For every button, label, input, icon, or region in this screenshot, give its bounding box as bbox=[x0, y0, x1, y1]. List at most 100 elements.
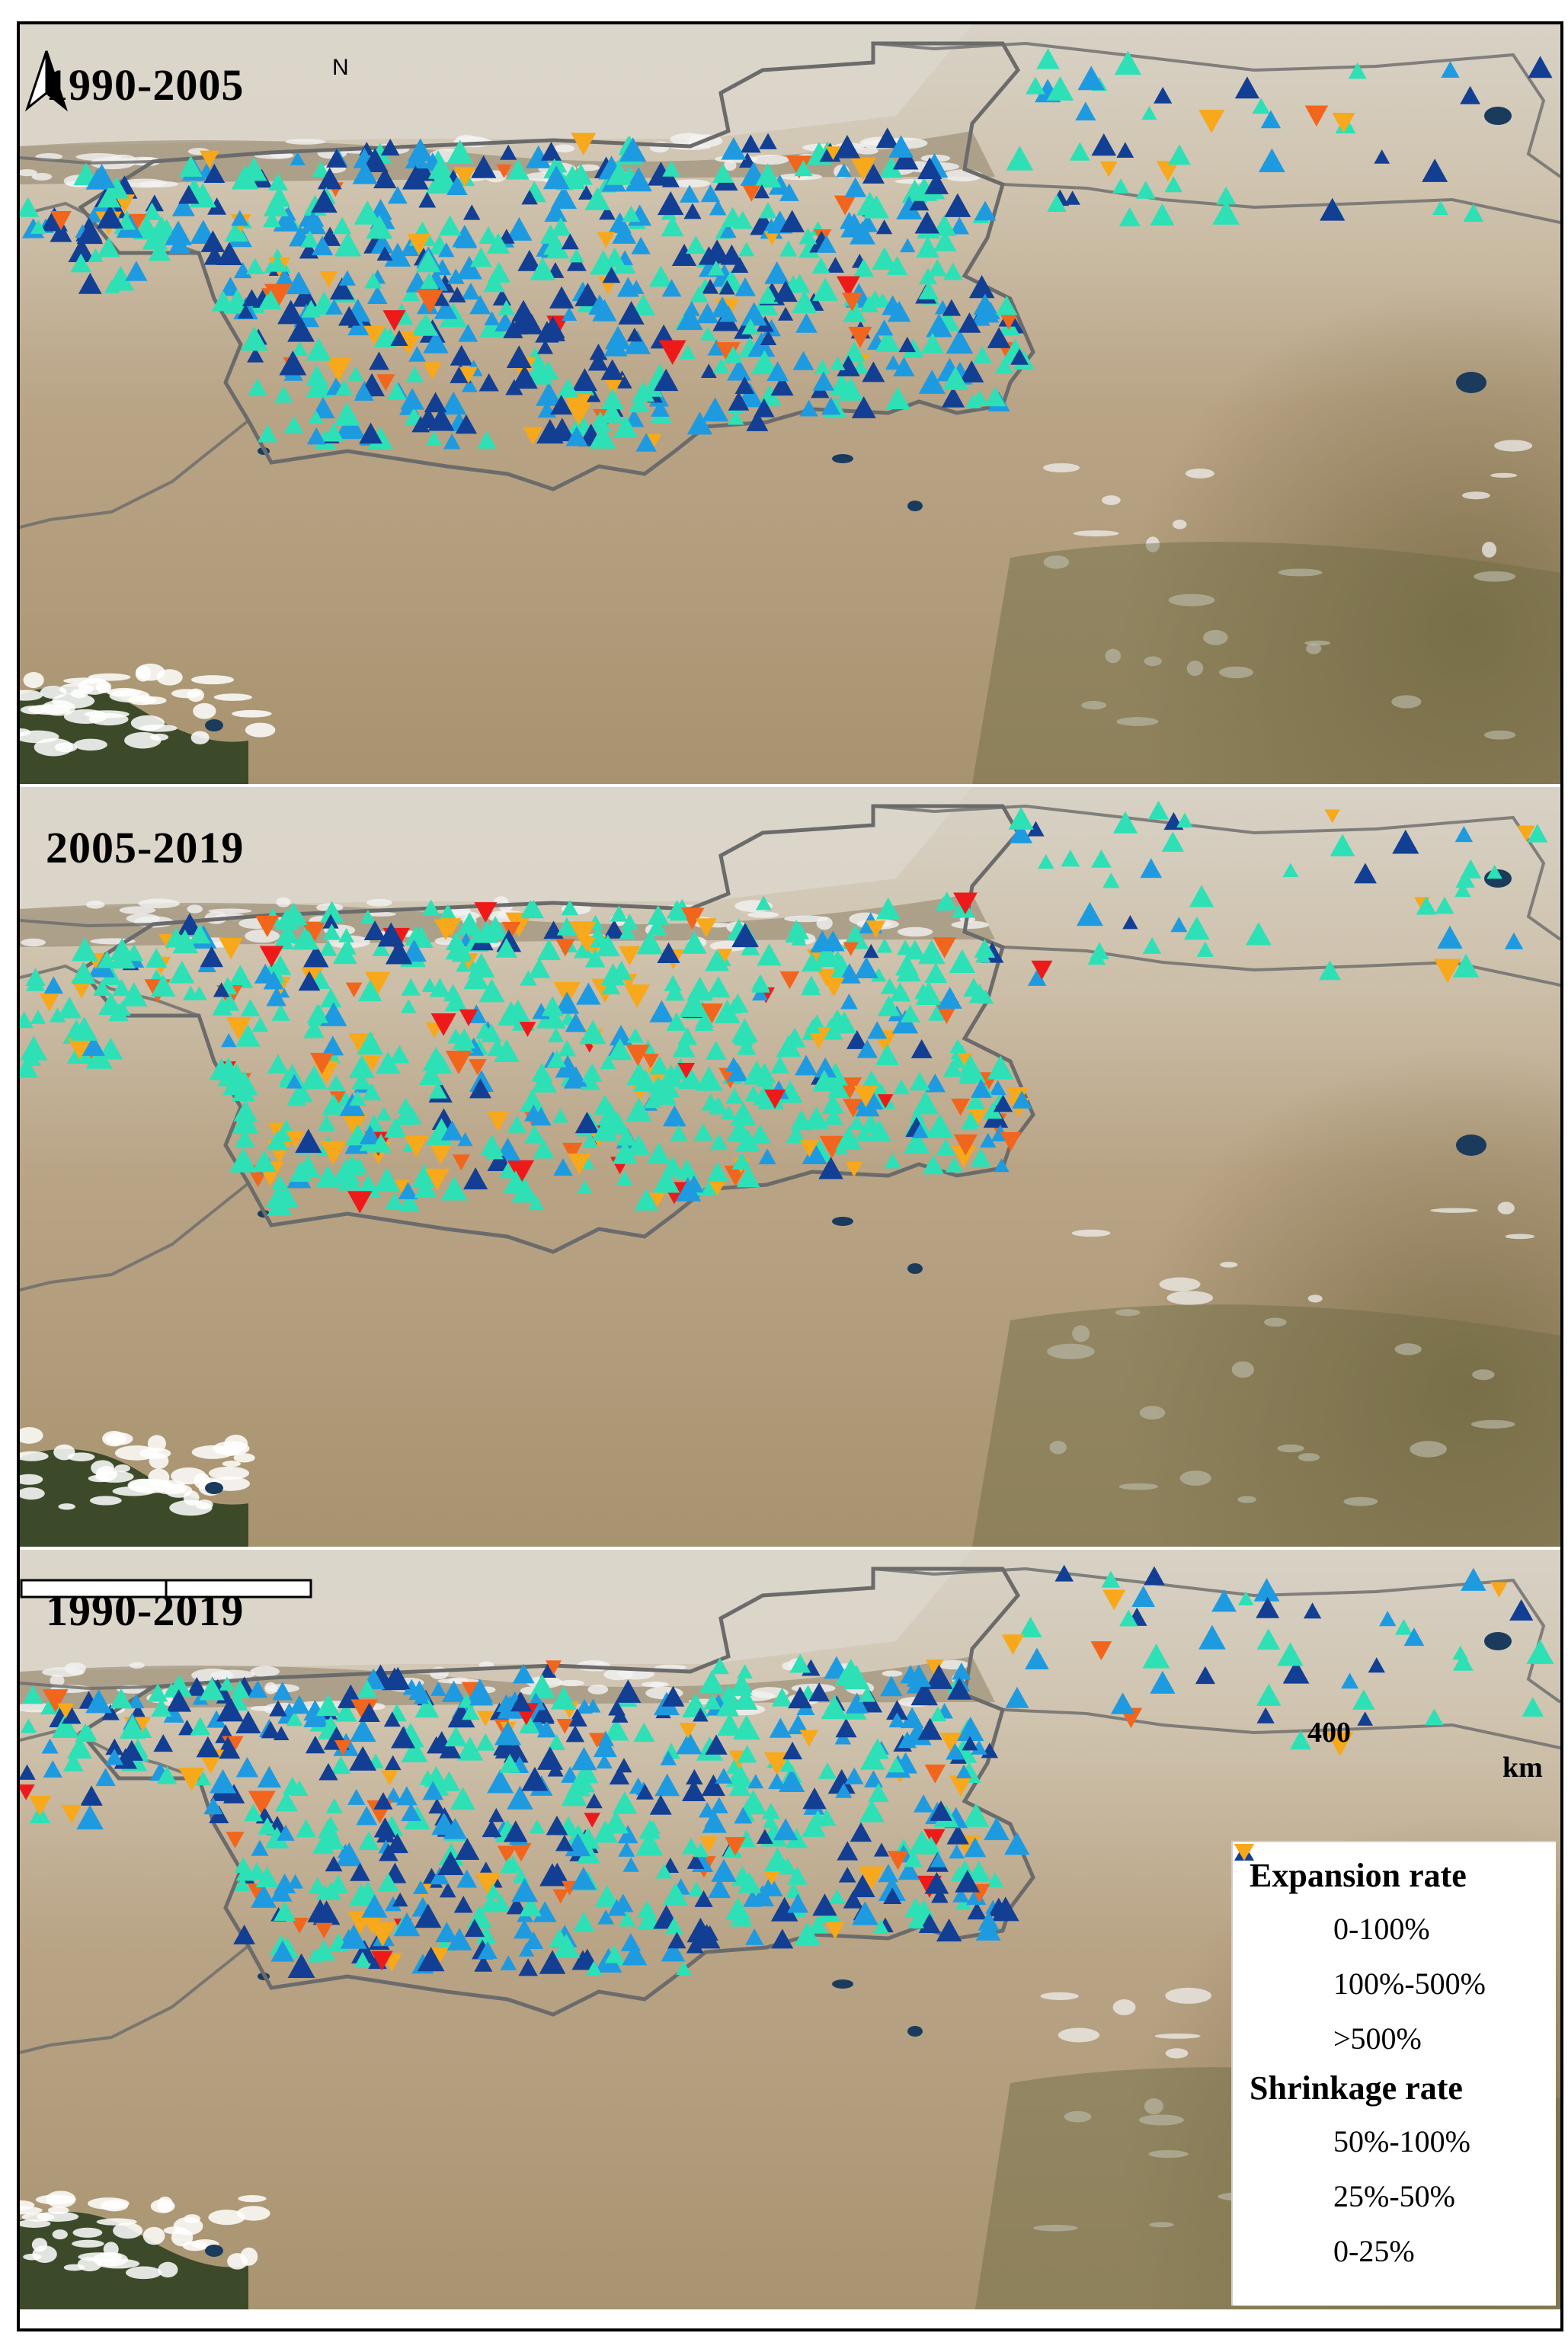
expansion-marker bbox=[837, 355, 860, 376]
expansion-marker bbox=[926, 1113, 954, 1138]
expansion-marker bbox=[754, 163, 782, 188]
expansion-marker bbox=[1526, 1639, 1554, 1664]
expansion-marker bbox=[571, 1867, 597, 1890]
expansion-marker bbox=[788, 1686, 812, 1709]
expansion-marker bbox=[190, 1717, 211, 1736]
expansion-marker bbox=[354, 200, 381, 225]
expansion-marker bbox=[414, 1903, 442, 1928]
expansion-marker bbox=[757, 943, 782, 966]
legend-item-expansion-gt-500: >500% bbox=[1234, 1844, 1556, 2066]
expansion-marker bbox=[811, 257, 830, 274]
shrinkage-marker bbox=[923, 1829, 946, 1849]
expansion-marker bbox=[1010, 348, 1029, 365]
expansion-marker bbox=[968, 275, 995, 299]
expansion-marker bbox=[898, 336, 917, 353]
expansion-marker bbox=[618, 1911, 636, 1927]
expansion-marker bbox=[773, 1818, 798, 1841]
expansion-marker bbox=[1341, 1672, 1359, 1689]
expansion-marker bbox=[307, 1947, 324, 1963]
shrinkage-marker bbox=[50, 210, 72, 231]
shrinkage-marker bbox=[476, 1711, 494, 1727]
expansion-marker bbox=[838, 1867, 856, 1883]
expansion-marker bbox=[594, 1884, 619, 1907]
expansion-marker bbox=[463, 966, 489, 990]
expansion-marker bbox=[703, 1693, 722, 1710]
expansion-marker bbox=[910, 1681, 938, 1706]
expansion-marker bbox=[529, 1819, 546, 1834]
expansion-marker bbox=[857, 213, 878, 232]
expansion-marker bbox=[147, 1683, 168, 1702]
expansion-marker bbox=[118, 214, 136, 230]
expansion-marker bbox=[1368, 1657, 1385, 1673]
expansion-marker bbox=[1379, 1611, 1397, 1627]
expansion-marker bbox=[792, 350, 814, 370]
expansion-marker bbox=[875, 319, 894, 336]
expansion-marker bbox=[832, 1011, 857, 1034]
expansion-marker bbox=[1454, 882, 1471, 898]
shrinkage-marker bbox=[1000, 313, 1018, 330]
expansion-marker bbox=[415, 1163, 434, 1179]
expansion-marker bbox=[818, 943, 837, 962]
expansion-marker bbox=[845, 1692, 869, 1714]
expansion-marker bbox=[828, 1889, 846, 1905]
expansion-marker bbox=[725, 1762, 754, 1787]
expansion-marker bbox=[237, 304, 254, 319]
expansion-marker bbox=[987, 327, 1011, 348]
expansion-marker bbox=[448, 286, 466, 302]
shrinkage-marker bbox=[422, 362, 442, 380]
expansion-marker bbox=[1142, 936, 1162, 954]
expansion-marker bbox=[866, 1738, 889, 1759]
expansion-marker bbox=[419, 1770, 437, 1785]
expansion-marker bbox=[440, 1176, 468, 1201]
expansion-marker bbox=[328, 1874, 349, 1893]
expansion-marker bbox=[686, 1768, 703, 1785]
expansion-marker bbox=[286, 1074, 302, 1089]
expansion-marker bbox=[917, 939, 946, 965]
legend-shrinkage-title: Shrinkage rate bbox=[1250, 2069, 1463, 2107]
expansion-marker bbox=[251, 1150, 277, 1173]
expansion-marker bbox=[435, 1922, 459, 1943]
expansion-marker bbox=[621, 914, 638, 930]
expansion-marker bbox=[683, 203, 702, 219]
expansion-marker bbox=[792, 290, 818, 313]
expansion-marker bbox=[1006, 146, 1034, 171]
expansion-marker bbox=[679, 184, 700, 203]
expansion-marker bbox=[537, 360, 559, 380]
expansion-marker bbox=[364, 272, 382, 289]
expansion-marker bbox=[1027, 968, 1047, 986]
expansion-marker bbox=[361, 1894, 388, 1918]
expansion-marker bbox=[80, 1725, 98, 1741]
expansion-marker bbox=[787, 1893, 809, 1913]
expansion-marker bbox=[1527, 824, 1548, 843]
expansion-marker bbox=[875, 1044, 900, 1066]
expansion-marker bbox=[1102, 872, 1120, 888]
expansion-marker bbox=[757, 1829, 773, 1845]
expansion-marker bbox=[625, 167, 652, 192]
expansion-marker bbox=[1282, 1659, 1310, 1684]
expansion-marker bbox=[568, 248, 584, 263]
expansion-marker bbox=[701, 1925, 718, 1941]
expansion-marker bbox=[148, 240, 171, 261]
expansion-marker bbox=[446, 176, 468, 195]
expansion-marker bbox=[852, 1901, 878, 1925]
expansion-marker bbox=[1246, 922, 1272, 946]
expansion-marker bbox=[517, 249, 542, 271]
expansion-marker bbox=[1215, 186, 1237, 205]
expansion-marker bbox=[649, 1794, 672, 1815]
expansion-marker bbox=[880, 1675, 903, 1697]
expansion-marker bbox=[97, 950, 117, 968]
expansion-marker bbox=[727, 410, 744, 425]
expansion-marker bbox=[397, 1097, 415, 1114]
expansion-marker bbox=[254, 963, 277, 984]
expansion-marker bbox=[408, 346, 426, 362]
shrinkage-marker bbox=[562, 1142, 583, 1161]
expansion-marker bbox=[567, 411, 594, 436]
expansion-marker bbox=[786, 1125, 806, 1144]
expansion-marker bbox=[704, 1811, 722, 1828]
expansion-marker bbox=[883, 1887, 902, 1905]
expansion-marker bbox=[373, 167, 397, 189]
expansion-marker bbox=[334, 232, 362, 257]
expansion-marker bbox=[461, 377, 478, 392]
expansion-marker bbox=[485, 1883, 502, 1899]
expansion-marker bbox=[386, 1666, 411, 1689]
